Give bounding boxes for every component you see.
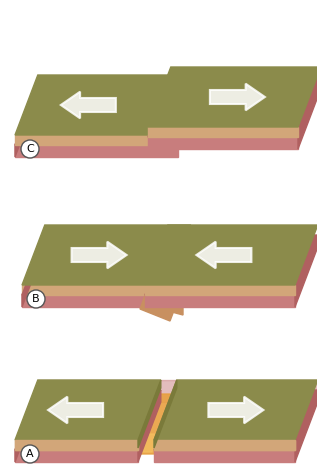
Polygon shape: [295, 390, 317, 462]
Text: A: A: [26, 449, 34, 459]
Polygon shape: [138, 390, 161, 462]
Polygon shape: [15, 145, 178, 157]
Polygon shape: [15, 450, 138, 462]
Polygon shape: [61, 92, 116, 118]
Polygon shape: [154, 440, 295, 450]
Polygon shape: [15, 390, 38, 462]
Polygon shape: [295, 235, 317, 307]
Polygon shape: [145, 285, 295, 295]
Polygon shape: [15, 390, 161, 450]
Polygon shape: [140, 285, 179, 321]
Polygon shape: [72, 242, 126, 268]
Polygon shape: [22, 295, 168, 307]
Polygon shape: [154, 450, 295, 462]
Polygon shape: [145, 225, 317, 285]
Polygon shape: [148, 77, 317, 137]
Polygon shape: [15, 85, 201, 145]
Polygon shape: [148, 67, 317, 127]
Polygon shape: [154, 380, 317, 440]
Polygon shape: [298, 77, 317, 149]
Polygon shape: [22, 235, 191, 295]
Polygon shape: [22, 285, 168, 295]
Polygon shape: [15, 440, 138, 450]
Polygon shape: [148, 137, 298, 149]
Polygon shape: [140, 434, 159, 452]
Polygon shape: [22, 225, 191, 285]
Polygon shape: [154, 380, 177, 448]
Polygon shape: [15, 135, 178, 145]
Polygon shape: [210, 84, 265, 110]
Polygon shape: [38, 380, 317, 402]
Polygon shape: [154, 440, 295, 450]
Polygon shape: [197, 242, 251, 268]
Polygon shape: [145, 235, 317, 295]
Circle shape: [21, 445, 39, 463]
Polygon shape: [15, 85, 38, 157]
Polygon shape: [136, 394, 179, 454]
Polygon shape: [148, 127, 298, 137]
Polygon shape: [15, 380, 161, 440]
Polygon shape: [22, 235, 45, 307]
Circle shape: [21, 140, 39, 158]
Polygon shape: [138, 380, 161, 448]
Polygon shape: [48, 397, 103, 423]
Circle shape: [27, 290, 45, 308]
Text: B: B: [32, 294, 40, 304]
Polygon shape: [154, 390, 317, 450]
Polygon shape: [153, 295, 183, 315]
Text: C: C: [26, 144, 34, 154]
Polygon shape: [15, 440, 138, 450]
Polygon shape: [208, 397, 263, 423]
Polygon shape: [15, 75, 201, 135]
Polygon shape: [145, 295, 295, 307]
